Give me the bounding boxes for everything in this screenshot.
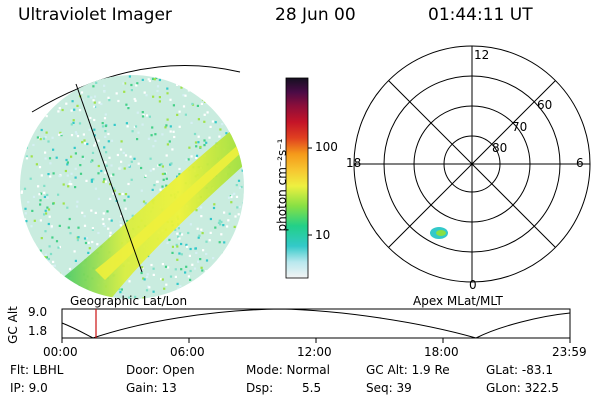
time-label: 01:44:11 UT (428, 5, 533, 25)
aurora-image (20, 75, 244, 299)
alt-xtick-0000: 00:00 (43, 345, 78, 359)
alt-ytick-1-8: 1.8 (28, 324, 48, 338)
colorbar-unit-label: photon cm⁻²s⁻¹ (275, 138, 289, 232)
colorbar (285, 77, 309, 279)
mlt-label-6: 6 (576, 156, 584, 170)
geographic-label: Geographic Lat/Lon (70, 294, 188, 308)
info-flt: Flt: LBHL (10, 363, 64, 377)
alt-xtick-1200: 12:00 (297, 345, 332, 359)
mlt-label-0: 0 (469, 278, 477, 292)
mlt-label-18: 18 (346, 156, 362, 170)
mlat-label-60: 60 (537, 98, 553, 112)
mlat-label-80: 80 (492, 141, 508, 155)
info-dsp-value: 5.5 (302, 381, 322, 395)
alt-ylabel: GC Alt (5, 306, 20, 344)
info-glon: GLon: 322.5 (486, 381, 559, 395)
aurora-band (60, 120, 244, 299)
info-gc-alt: GC Alt: 1.9 Re (366, 363, 450, 377)
polar-aurora-patch (430, 227, 448, 239)
meridian-line (75, 83, 143, 273)
info-dsp-label: Dsp: (246, 381, 274, 395)
mlat-label-70: 70 (512, 120, 528, 134)
info-gain: Gain: 13 (126, 381, 177, 395)
altitude-plot (61, 308, 571, 343)
info-glat: GLat: -83.1 (486, 363, 553, 377)
date-label: 28 Jun 00 (275, 5, 356, 25)
instrument-title: Ultraviolet Imager (18, 5, 172, 25)
altitude-curve (61, 308, 571, 339)
mlt-label-12: 12 (474, 48, 490, 62)
colorbar-tick-100: 100 (315, 140, 338, 154)
alt-ytick-9: 9.0 (28, 305, 48, 319)
info-door: Door: Open (126, 363, 195, 377)
alt-xtick-2359: 23:59 (552, 345, 587, 359)
apex-label: Apex MLat/MLT (413, 294, 503, 308)
alt-xtick-0600: 06:00 (170, 345, 205, 359)
earth-limb-arc (31, 64, 241, 113)
info-seq: Seq: 39 (366, 381, 412, 395)
polar-plot (353, 45, 591, 283)
colorbar-tick-10: 10 (315, 228, 331, 242)
info-ip: IP: 9.0 (10, 381, 48, 395)
info-mode: Mode: Normal (246, 363, 330, 377)
alt-xtick-1800: 18:00 (424, 345, 459, 359)
